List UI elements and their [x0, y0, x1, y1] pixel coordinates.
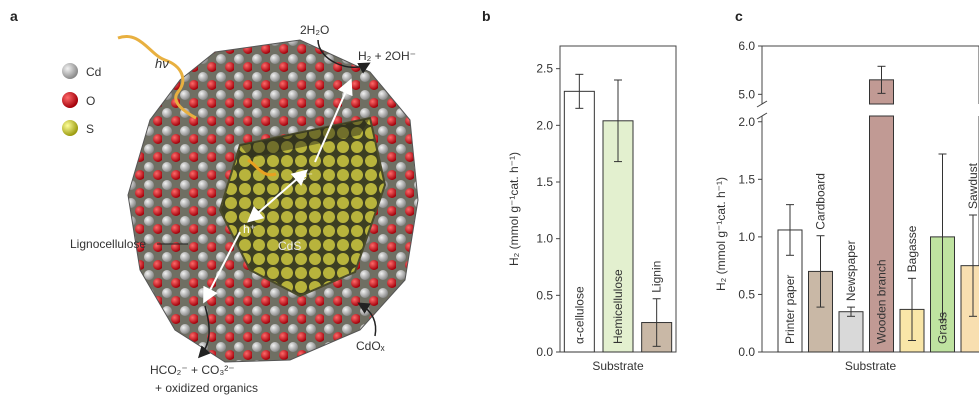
light-label: hν: [155, 56, 169, 71]
water-reduction-arrow: [317, 39, 371, 74]
chart-c-bar: [960, 265, 979, 353]
chart-c-ytick-label: 0.0: [738, 345, 755, 359]
chart-c-ytick-label: 2.0: [738, 115, 755, 129]
hole-label: h⁺: [243, 222, 256, 236]
nanoparticle-illustration: Cd O S hν e⁻ h⁺ CdS 2H₂O H₂ + 2OH⁻ Ligno…: [62, 23, 419, 395]
chart-b-category-label: Lignin: [650, 261, 664, 293]
legend-o-swatch: [62, 92, 78, 108]
chart-b-ytick-label: 0.0: [536, 345, 553, 359]
chart-c-bar: [838, 311, 864, 353]
chart-c-ytick-label: 1.0: [738, 230, 755, 244]
chart-c-category-label: Grass: [936, 312, 950, 344]
electron-hole-arrow: [246, 169, 309, 223]
chart-c-category-label: Sawdust: [966, 162, 979, 209]
chart-c-bar: [869, 115, 894, 353]
chart-b-ylabel: H₂ (mmol g⁻¹cat. h⁻¹): [507, 152, 521, 266]
legend-o-label: O: [86, 94, 95, 108]
legend-s-label: S: [86, 122, 94, 136]
chart-c-category-label: Newspaper: [844, 240, 858, 301]
chart-c-axis-break: [756, 112, 768, 120]
chart-b-bar: [563, 90, 595, 353]
chart-c-ylabel: H₂ (mmol g⁻¹cat. h⁻¹): [714, 177, 728, 291]
core-label: CdS: [278, 239, 301, 253]
chart-c-ytick-label: 6.0: [738, 39, 755, 53]
panel-letter-c: c: [735, 8, 743, 24]
chart-c-category-label: Bagasse: [905, 225, 919, 272]
panel-letter-b: b: [482, 8, 491, 24]
chart-c-frame-upper: [761, 45, 979, 104]
chart-c-ytick-label: 1.5: [738, 172, 755, 186]
shell-label: CdOₓ: [356, 339, 385, 353]
hole-transfer-arrow: [203, 231, 241, 304]
light-ray: [117, 34, 197, 120]
legend-cd-swatch: [62, 63, 78, 79]
oxidized-organics-label: + oxidized organics: [155, 381, 258, 395]
oxidation-products-label: HCO₂⁻ + CO₃²⁻: [150, 363, 235, 377]
chart-c-category-label: Wooden branch: [875, 259, 889, 344]
oxidation-arrow: [197, 305, 211, 359]
chart-b-category-label: α-cellulose: [572, 286, 586, 344]
hydrogen-products-label: H₂ + 2OH⁻: [358, 49, 416, 63]
chart-c-xlabel: Substrate: [845, 359, 897, 373]
electron-transfer-arrow: [314, 78, 353, 163]
chart-b: 0.0 0.5 1.0 1.5 2.0 2.5 α-cellulose Hemicellulo…: [507, 45, 677, 373]
chart-b-xlabel: Substrate: [592, 359, 644, 373]
chart-c-ytick-label: 5.0: [738, 87, 755, 101]
legend-s-swatch: [62, 120, 78, 136]
lignocellulose-label: Lignocellulose: [70, 237, 146, 251]
chart-c: 5.0 6.0 0.0 0.5 1.0 1.5 2.0 Printer paper Cardbo…: [714, 39, 979, 373]
chart-c-category-label: Cardboard: [814, 173, 828, 230]
chart-b-ytick-label: 2.5: [536, 62, 553, 76]
chart-c-ytick-label: 0.5: [738, 287, 755, 301]
chart-b-category-label: Hemicellulose: [611, 269, 625, 344]
chart-b-ytick-label: 0.5: [536, 288, 553, 302]
legend-cd-label: Cd: [86, 65, 101, 79]
shell-pointer: [357, 302, 377, 337]
panel-letter-a: a: [10, 8, 18, 24]
chart-b-ytick-label: 2.0: [536, 118, 553, 132]
chart-b-ytick-label: 1.5: [536, 175, 553, 189]
chart-c-category-label: Printer paper: [783, 275, 797, 344]
cutaway-shadow: [240, 118, 370, 158]
water-label: 2H₂O: [300, 23, 329, 37]
chart-c-axis-break: [756, 100, 768, 108]
electron-label: e⁻: [300, 169, 313, 183]
chart-b-ytick-label: 1.0: [536, 232, 553, 246]
